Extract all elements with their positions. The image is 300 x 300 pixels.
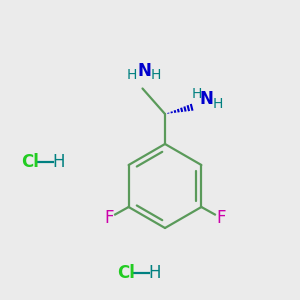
Text: F: F xyxy=(104,209,114,227)
Text: H: H xyxy=(212,97,223,110)
Text: N: N xyxy=(137,61,151,80)
Text: H: H xyxy=(151,68,161,82)
Text: H: H xyxy=(191,88,202,101)
Text: Cl: Cl xyxy=(21,153,39,171)
Text: H: H xyxy=(127,68,137,82)
Text: N: N xyxy=(200,90,213,108)
Text: Cl: Cl xyxy=(117,264,135,282)
Text: H: H xyxy=(52,153,65,171)
Text: F: F xyxy=(216,209,226,227)
Text: H: H xyxy=(148,264,161,282)
